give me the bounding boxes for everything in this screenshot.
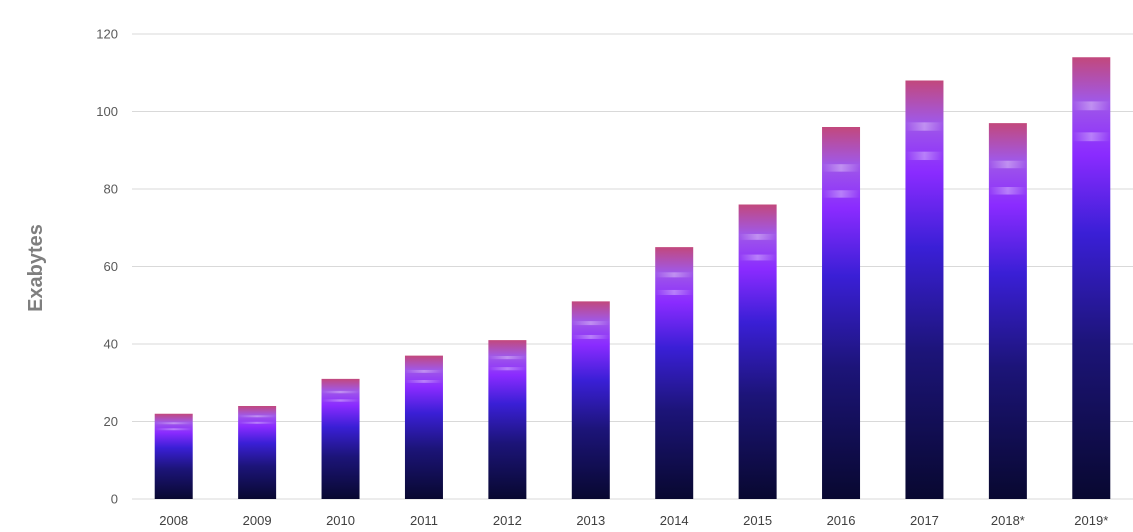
bar-sheen (655, 289, 694, 295)
bar (321, 378, 360, 499)
bar-sheen (571, 334, 610, 339)
x-tick-label: 2008 (159, 513, 188, 528)
gridlines (132, 33, 1133, 500)
bar-sheen (822, 190, 861, 198)
x-tick-label: 2015 (743, 513, 772, 528)
bar-sheen (822, 164, 861, 172)
y-axis-title: Exabytes (25, 224, 47, 312)
bar (655, 247, 694, 499)
y-tick-label: 60 (104, 259, 118, 274)
bar-fill (738, 204, 777, 499)
bar-fill (571, 301, 610, 499)
bar (988, 123, 1027, 499)
bar-sheen (1072, 101, 1111, 111)
bar-sheen (238, 421, 277, 424)
x-tick-label: 2016 (827, 513, 856, 528)
bar-sheen (738, 233, 777, 240)
bar-sheen (238, 415, 277, 418)
bar-fill (488, 340, 527, 499)
bar-sheen (154, 422, 193, 425)
bar (738, 204, 777, 499)
bar-sheen (988, 160, 1027, 169)
bar-sheen (571, 321, 610, 326)
y-axis-ticks: 0 20 40 60 80 100 120 (96, 27, 118, 507)
x-tick-label: 2018* (991, 513, 1025, 528)
bar-fill (905, 80, 944, 499)
bar-sheen (488, 356, 527, 360)
bar (571, 301, 610, 499)
bar-sheen (321, 390, 360, 394)
y-tick-label: 0 (111, 492, 118, 507)
bar-sheen (988, 187, 1027, 195)
x-tick-label: 2017 (910, 513, 939, 528)
x-tick-label: 2012 (493, 513, 522, 528)
bar-sheen (905, 122, 944, 131)
bar (488, 340, 527, 499)
bar (822, 127, 861, 499)
bar-sheen (154, 428, 193, 431)
bar (154, 413, 193, 499)
x-tick-label: 2013 (576, 513, 605, 528)
y-tick-label: 40 (104, 337, 118, 352)
bar (238, 406, 277, 499)
bar (404, 355, 443, 499)
bar-fill (321, 378, 360, 499)
x-tick-label: 2019* (1074, 513, 1108, 528)
x-tick-label: 2010 (326, 513, 355, 528)
bar-sheen (905, 151, 944, 161)
x-axis-ticks: 2008 2009 2010 2011 2012 2013 2014 2015 2016 2017… (159, 513, 1108, 528)
bar-fill (655, 247, 694, 499)
bar-fill (154, 413, 193, 499)
bar-fill (1072, 57, 1111, 499)
bar-sheen (655, 272, 694, 278)
bars (154, 57, 1111, 499)
bar-fill (404, 355, 443, 499)
bar-sheen (404, 369, 443, 373)
bar (905, 80, 944, 499)
bar-sheen (1072, 132, 1111, 142)
bar-fill (822, 127, 861, 499)
bar-fill (988, 123, 1027, 499)
bar (1072, 57, 1111, 499)
bar-sheen (404, 379, 443, 383)
y-tick-label: 120 (96, 27, 118, 42)
y-tick-label: 20 (104, 414, 118, 429)
y-tick-label: 80 (104, 182, 118, 197)
x-tick-label: 2011 (410, 513, 438, 528)
bar-sheen (738, 254, 777, 261)
x-tick-label: 2014 (660, 513, 689, 528)
x-tick-label: 2009 (243, 513, 272, 528)
bar-sheen (321, 399, 360, 402)
bar-sheen (488, 367, 527, 371)
y-tick-label: 100 (96, 104, 118, 119)
bar-fill (238, 406, 277, 499)
